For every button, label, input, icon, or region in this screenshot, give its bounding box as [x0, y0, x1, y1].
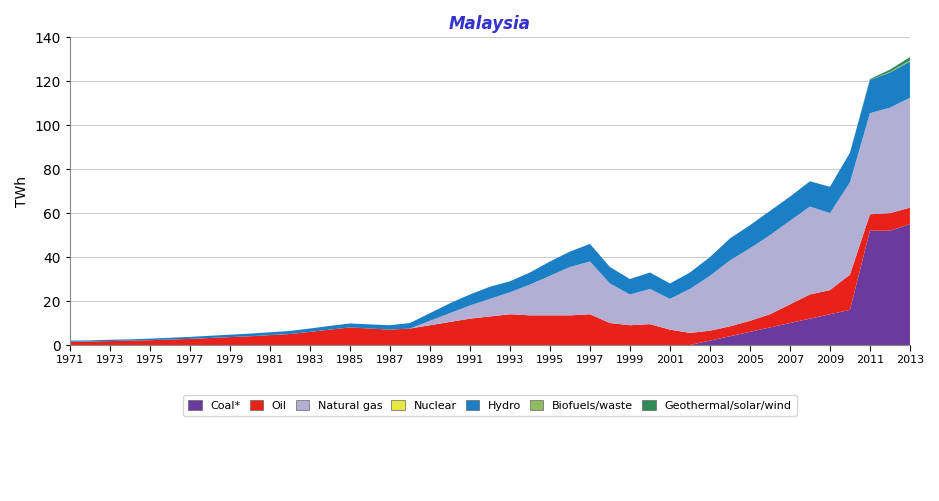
Y-axis label: TWh: TWh: [15, 176, 29, 207]
Title: Malaysia: Malaysia: [449, 15, 531, 33]
Legend: Coal*, Oil, Natural gas, Nuclear, Hydro, Biofuels/waste, Geothermal/solar/wind: Coal*, Oil, Natural gas, Nuclear, Hydro,…: [183, 395, 797, 416]
